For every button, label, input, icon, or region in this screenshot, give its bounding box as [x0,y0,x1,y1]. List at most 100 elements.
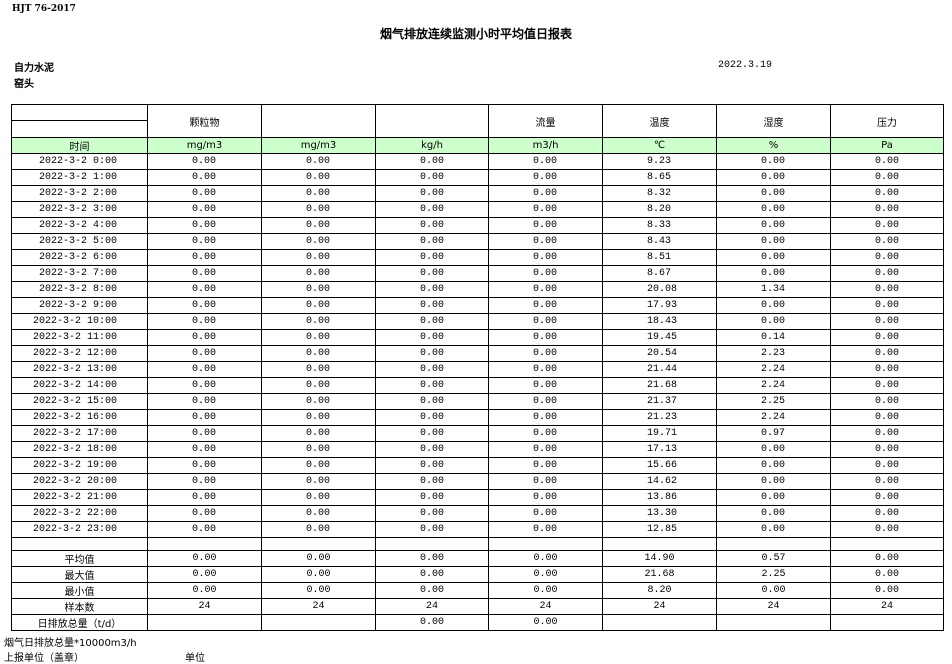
time-cell: 2022-3-2 18:00 [11,441,148,458]
value-cell: 0.00 [488,361,603,378]
time-cell: 2022-3-2 4:00 [11,217,148,234]
value-cell: 0.00 [375,345,489,362]
summary-value: 24 [830,598,944,615]
value-cell: 0.00 [488,425,603,442]
standard: HJT 76-2017 [12,4,76,14]
summary-value: 14.90 [602,550,717,567]
time-cell: 2022-3-2 0:00 [11,153,148,170]
summary-value: 0.00 [261,582,376,599]
value-cell: 13.86 [602,489,717,506]
summary-row: 最大值 0.00 0.00 0.00 0.00 21.68 2.25 0.00 [11,566,944,583]
value-cell: 0.00 [716,249,831,266]
summary-value [602,614,717,631]
blank-cell [11,537,148,551]
summary-value: 0.00 [147,582,262,599]
data-row: 2022-3-2 9:00 0.00 0.00 0.00 0.00 17.93 0.00 0.… [11,297,944,314]
value-cell: 12.85 [602,521,717,538]
value-cell: 0.00 [488,153,603,170]
value-cell: 0.00 [488,169,603,186]
data-row: 2022-3-2 1:00 0.00 0.00 0.00 0.00 8.65 0.00 0.0… [11,169,944,186]
column-header [261,104,376,138]
summary-value: 21.68 [602,566,717,583]
value-cell: 19.45 [602,329,717,346]
value-cell: 0.00 [261,329,376,346]
data-row: 2022-3-2 6:00 0.00 0.00 0.00 0.00 8.51 0.00 0.0… [11,249,944,266]
unit-cell: Pa [830,137,944,154]
value-cell: 0.00 [488,345,603,362]
summary-value: 24 [261,598,376,615]
value-cell: 0.00 [375,249,489,266]
value-cell: 8.65 [602,169,717,186]
time-cell: 2022-3-2 3:00 [11,201,148,218]
value-cell: 0.00 [261,345,376,362]
summary-value: 0.00 [830,566,944,583]
value-cell: 0.00 [830,153,944,170]
value-cell: 0.00 [147,393,262,410]
value-cell: 0.00 [147,473,262,490]
value-cell: 0.00 [261,217,376,234]
value-cell: 0.00 [830,217,944,234]
summary-label: 日排放总量（t/d） [11,614,148,631]
data-row: 2022-3-2 15:00 0.00 0.00 0.00 0.00 21.37 2.25 0… [11,393,944,410]
value-cell: 0.00 [488,377,603,394]
value-cell: 0.00 [375,185,489,202]
time-cell: 2022-3-2 11:00 [11,329,148,346]
value-cell: 20.54 [602,345,717,362]
value-cell: 0.00 [716,185,831,202]
value-cell: 0.00 [488,489,603,506]
value-cell: 0.00 [830,409,944,426]
summary-row: 平均值 0.00 0.00 0.00 0.00 14.90 0.57 0.00 [11,550,944,567]
value-cell: 0.00 [830,329,944,346]
value-cell: 0.00 [147,489,262,506]
value-cell: 15.66 [602,457,717,474]
value-cell: 0.00 [830,361,944,378]
value-cell: 0.00 [375,393,489,410]
summary-value: 0.00 [147,566,262,583]
value-cell: 0.00 [147,345,262,362]
data-row: 2022-3-2 19:00 0.00 0.00 0.00 0.00 15.66 0.00 0… [11,457,944,474]
data-row: 2022-3-2 11:00 0.00 0.00 0.00 0.00 19.45 0.14 0… [11,329,944,346]
value-cell: 0.00 [375,377,489,394]
data-row: 2022-3-2 8:00 0.00 0.00 0.00 0.00 20.08 1.34 0.… [11,281,944,298]
value-cell: 0.00 [375,329,489,346]
value-cell: 0.00 [375,233,489,250]
value-cell: 0.00 [147,265,262,282]
value-cell: 0.00 [375,361,489,378]
value-cell: 0.00 [716,489,831,506]
value-cell: 0.00 [488,297,603,314]
data-row: 2022-3-2 23:00 0.00 0.00 0.00 0.00 12.85 0.00 0… [11,521,944,538]
time-cell: 2022-3-2 8:00 [11,281,148,298]
value-cell: 0.00 [261,393,376,410]
summary-value: 0.00 [488,550,603,567]
data-row: 2022-3-2 10:00 0.00 0.00 0.00 0.00 18.43 0.00 0… [11,313,944,330]
value-cell: 0.00 [261,233,376,250]
summary-value: 0.00 [830,582,944,599]
blank-row [11,537,944,551]
value-cell: 0.00 [261,185,376,202]
summary-label: 最大值 [11,566,148,583]
blank-cell [488,537,603,551]
value-cell: 0.00 [830,377,944,394]
column-header [375,104,489,138]
unit: 单位 [185,653,205,664]
summary-value: 0.57 [716,550,831,567]
unit-cell: kg/h [375,137,489,154]
data-row: 2022-3-2 18:00 0.00 0.00 0.00 0.00 17.13 0.00 0… [11,441,944,458]
value-cell: 2.24 [716,409,831,426]
value-cell: 21.23 [602,409,717,426]
time-cell: 2022-3-2 15:00 [11,393,148,410]
blank-cell [602,537,717,551]
summary-label: 最小值 [11,582,148,599]
value-cell: 0.00 [830,233,944,250]
value-cell: 0.00 [830,393,944,410]
summary-value: 0.00 [261,566,376,583]
summary-value: 0.00 [375,566,489,583]
flue-total-note: 烟气日排放总量*10000m3/h [4,638,137,649]
value-cell: 0.00 [147,313,262,330]
summary-label: 平均值 [11,550,148,567]
value-cell: 0.00 [261,153,376,170]
value-cell: 0.00 [716,217,831,234]
value-cell: 0.97 [716,425,831,442]
